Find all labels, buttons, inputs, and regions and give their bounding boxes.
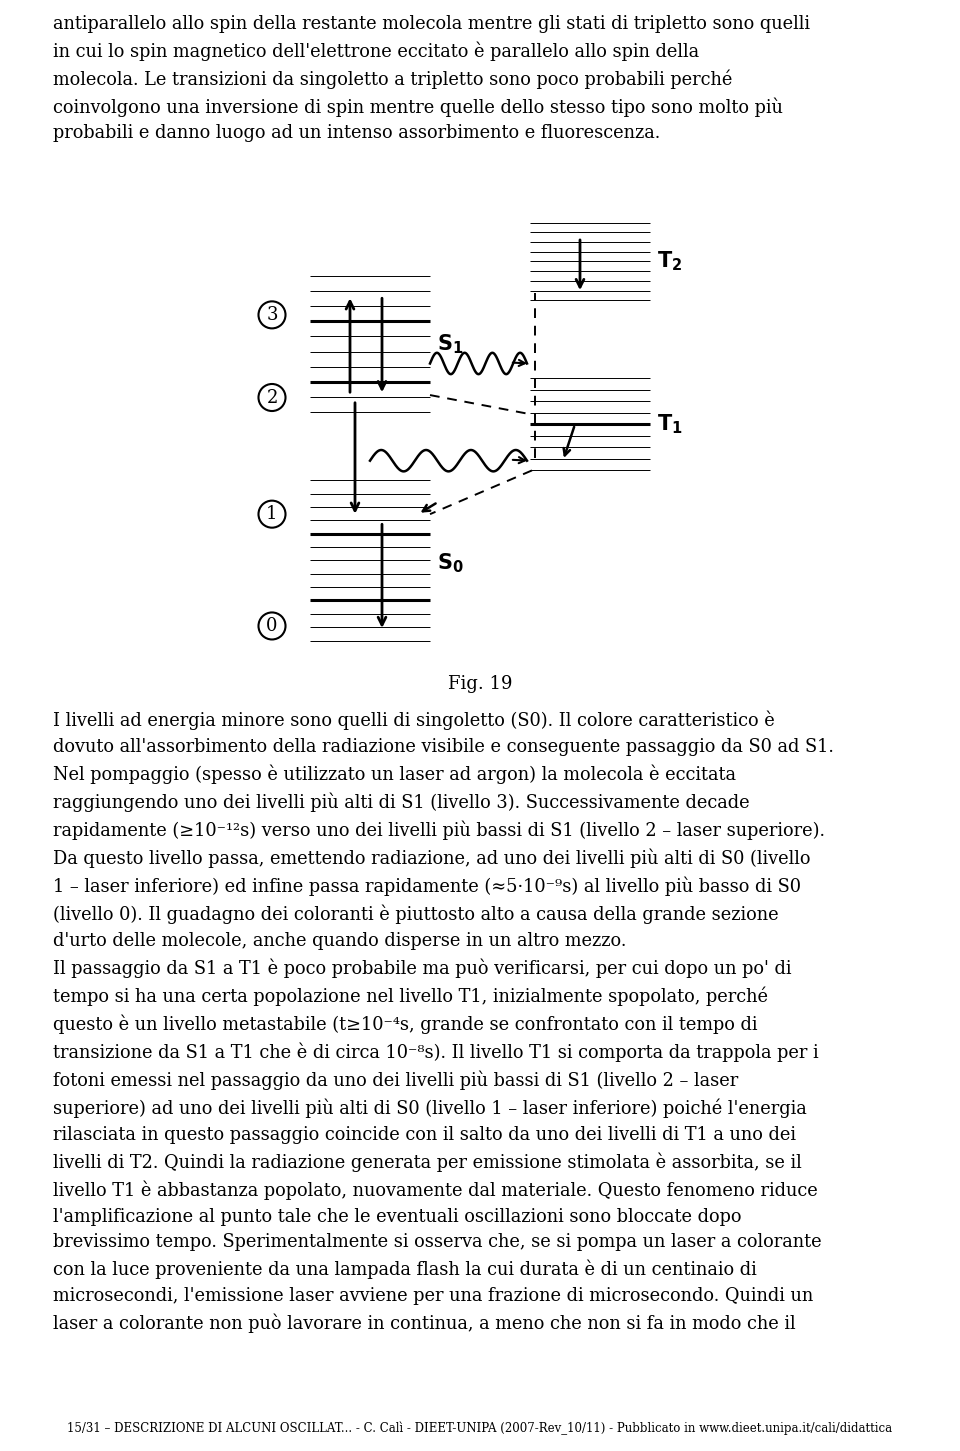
Text: 0: 0 — [266, 617, 277, 636]
Text: 3: 3 — [266, 306, 277, 324]
Text: 2: 2 — [266, 389, 277, 406]
Text: $\mathbf{S_1}$: $\mathbf{S_1}$ — [437, 332, 464, 355]
Text: $\mathbf{T_2}$: $\mathbf{T_2}$ — [657, 250, 683, 273]
Text: I livelli ad energia minore sono quelli di singoletto (S0). Il colore caratteris: I livelli ad energia minore sono quelli … — [53, 711, 833, 1333]
Text: 15/31 – DESCRIZIONE DI ALCUNI OSCILLAT... - C. Calì - DIEET-UNIPA (2007-Rev_10/1: 15/31 – DESCRIZIONE DI ALCUNI OSCILLAT..… — [67, 1422, 893, 1435]
Text: Fig. 19: Fig. 19 — [447, 675, 513, 694]
Text: $\mathbf{T_1}$: $\mathbf{T_1}$ — [657, 412, 683, 437]
Text: antiparallelo allo spin della restante molecola mentre gli stati di tripletto so: antiparallelo allo spin della restante m… — [53, 15, 810, 142]
Text: 1: 1 — [266, 505, 277, 524]
Text: $\mathbf{S_0}$: $\mathbf{S_0}$ — [437, 551, 464, 575]
